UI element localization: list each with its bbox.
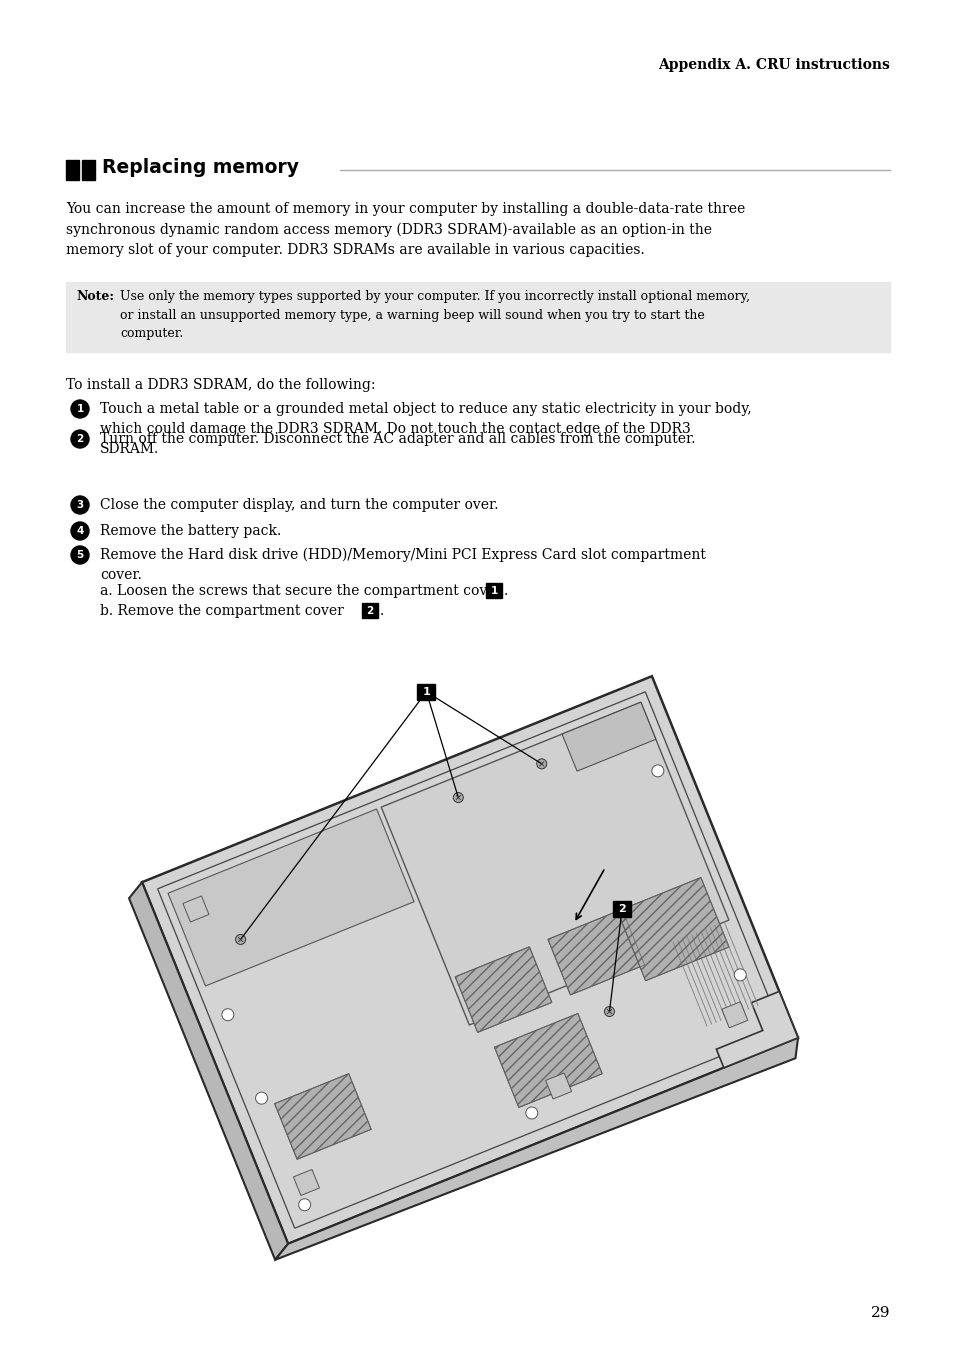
Text: 2: 2 bbox=[366, 606, 374, 617]
Text: 2: 2 bbox=[618, 904, 625, 914]
Text: 29: 29 bbox=[869, 1306, 889, 1320]
Circle shape bbox=[235, 934, 245, 945]
Polygon shape bbox=[183, 896, 209, 922]
Polygon shape bbox=[545, 1073, 571, 1099]
Polygon shape bbox=[721, 1002, 747, 1028]
Circle shape bbox=[71, 400, 89, 418]
Text: To install a DDR3 SDRAM, do the following:: To install a DDR3 SDRAM, do the followin… bbox=[66, 379, 375, 392]
Text: 1: 1 bbox=[76, 404, 84, 414]
Polygon shape bbox=[547, 910, 644, 995]
Bar bbox=[485, 583, 501, 598]
Circle shape bbox=[255, 1092, 267, 1105]
Text: You can increase the amount of memory in your computer by installing a double-da: You can increase the amount of memory in… bbox=[66, 201, 744, 257]
Bar bbox=[416, 684, 435, 700]
Polygon shape bbox=[294, 1169, 319, 1195]
Text: Turn off the computer. Disconnect the AC adapter and all cables from the compute: Turn off the computer. Disconnect the AC… bbox=[100, 433, 695, 446]
Text: 3: 3 bbox=[76, 500, 84, 510]
Bar bbox=[613, 902, 631, 918]
Bar bbox=[66, 160, 79, 180]
Bar bbox=[361, 603, 377, 618]
Text: Remove the battery pack.: Remove the battery pack. bbox=[100, 525, 281, 538]
Text: .: . bbox=[503, 584, 508, 598]
Text: 1: 1 bbox=[422, 687, 430, 696]
Circle shape bbox=[734, 969, 745, 980]
Circle shape bbox=[298, 1199, 311, 1211]
Circle shape bbox=[525, 1107, 537, 1119]
Polygon shape bbox=[617, 877, 728, 980]
Polygon shape bbox=[142, 676, 798, 1244]
Polygon shape bbox=[274, 1073, 371, 1159]
Text: Replacing memory: Replacing memory bbox=[102, 158, 298, 177]
Polygon shape bbox=[274, 1038, 798, 1260]
Polygon shape bbox=[716, 991, 798, 1068]
Text: b. Remove the compartment cover: b. Remove the compartment cover bbox=[100, 604, 343, 618]
Circle shape bbox=[453, 792, 463, 803]
Circle shape bbox=[71, 546, 89, 564]
Text: 2: 2 bbox=[76, 434, 84, 443]
Circle shape bbox=[604, 1006, 614, 1017]
Polygon shape bbox=[455, 946, 551, 1033]
Text: Use only the memory types supported by your computer. If you incorrectly install: Use only the memory types supported by y… bbox=[120, 289, 749, 339]
Text: 4: 4 bbox=[76, 526, 84, 535]
Text: Remove the Hard disk drive (HDD)/Memory/Mini PCI Express Card slot compartment
c: Remove the Hard disk drive (HDD)/Memory/… bbox=[100, 548, 705, 583]
Circle shape bbox=[651, 765, 663, 777]
Bar bbox=[82, 160, 95, 180]
Text: .: . bbox=[379, 604, 384, 618]
Circle shape bbox=[71, 430, 89, 448]
Circle shape bbox=[71, 522, 89, 539]
Text: a. Loosen the screws that secure the compartment cover: a. Loosen the screws that secure the com… bbox=[100, 584, 501, 598]
Polygon shape bbox=[129, 883, 288, 1260]
Text: Note:: Note: bbox=[76, 289, 113, 303]
Text: Close the computer display, and turn the computer over.: Close the computer display, and turn the… bbox=[100, 498, 498, 512]
Circle shape bbox=[537, 758, 546, 769]
Text: 5: 5 bbox=[76, 550, 84, 560]
Text: 1: 1 bbox=[490, 585, 497, 596]
Polygon shape bbox=[168, 808, 414, 986]
Text: Touch a metal table or a grounded metal object to reduce any static electricity : Touch a metal table or a grounded metal … bbox=[100, 402, 751, 456]
Polygon shape bbox=[381, 702, 728, 1025]
Polygon shape bbox=[494, 1014, 601, 1107]
Circle shape bbox=[222, 1009, 233, 1021]
Bar bbox=[66, 283, 889, 352]
Circle shape bbox=[71, 496, 89, 514]
Polygon shape bbox=[561, 702, 655, 771]
Text: Appendix A. CRU instructions: Appendix A. CRU instructions bbox=[658, 58, 889, 72]
